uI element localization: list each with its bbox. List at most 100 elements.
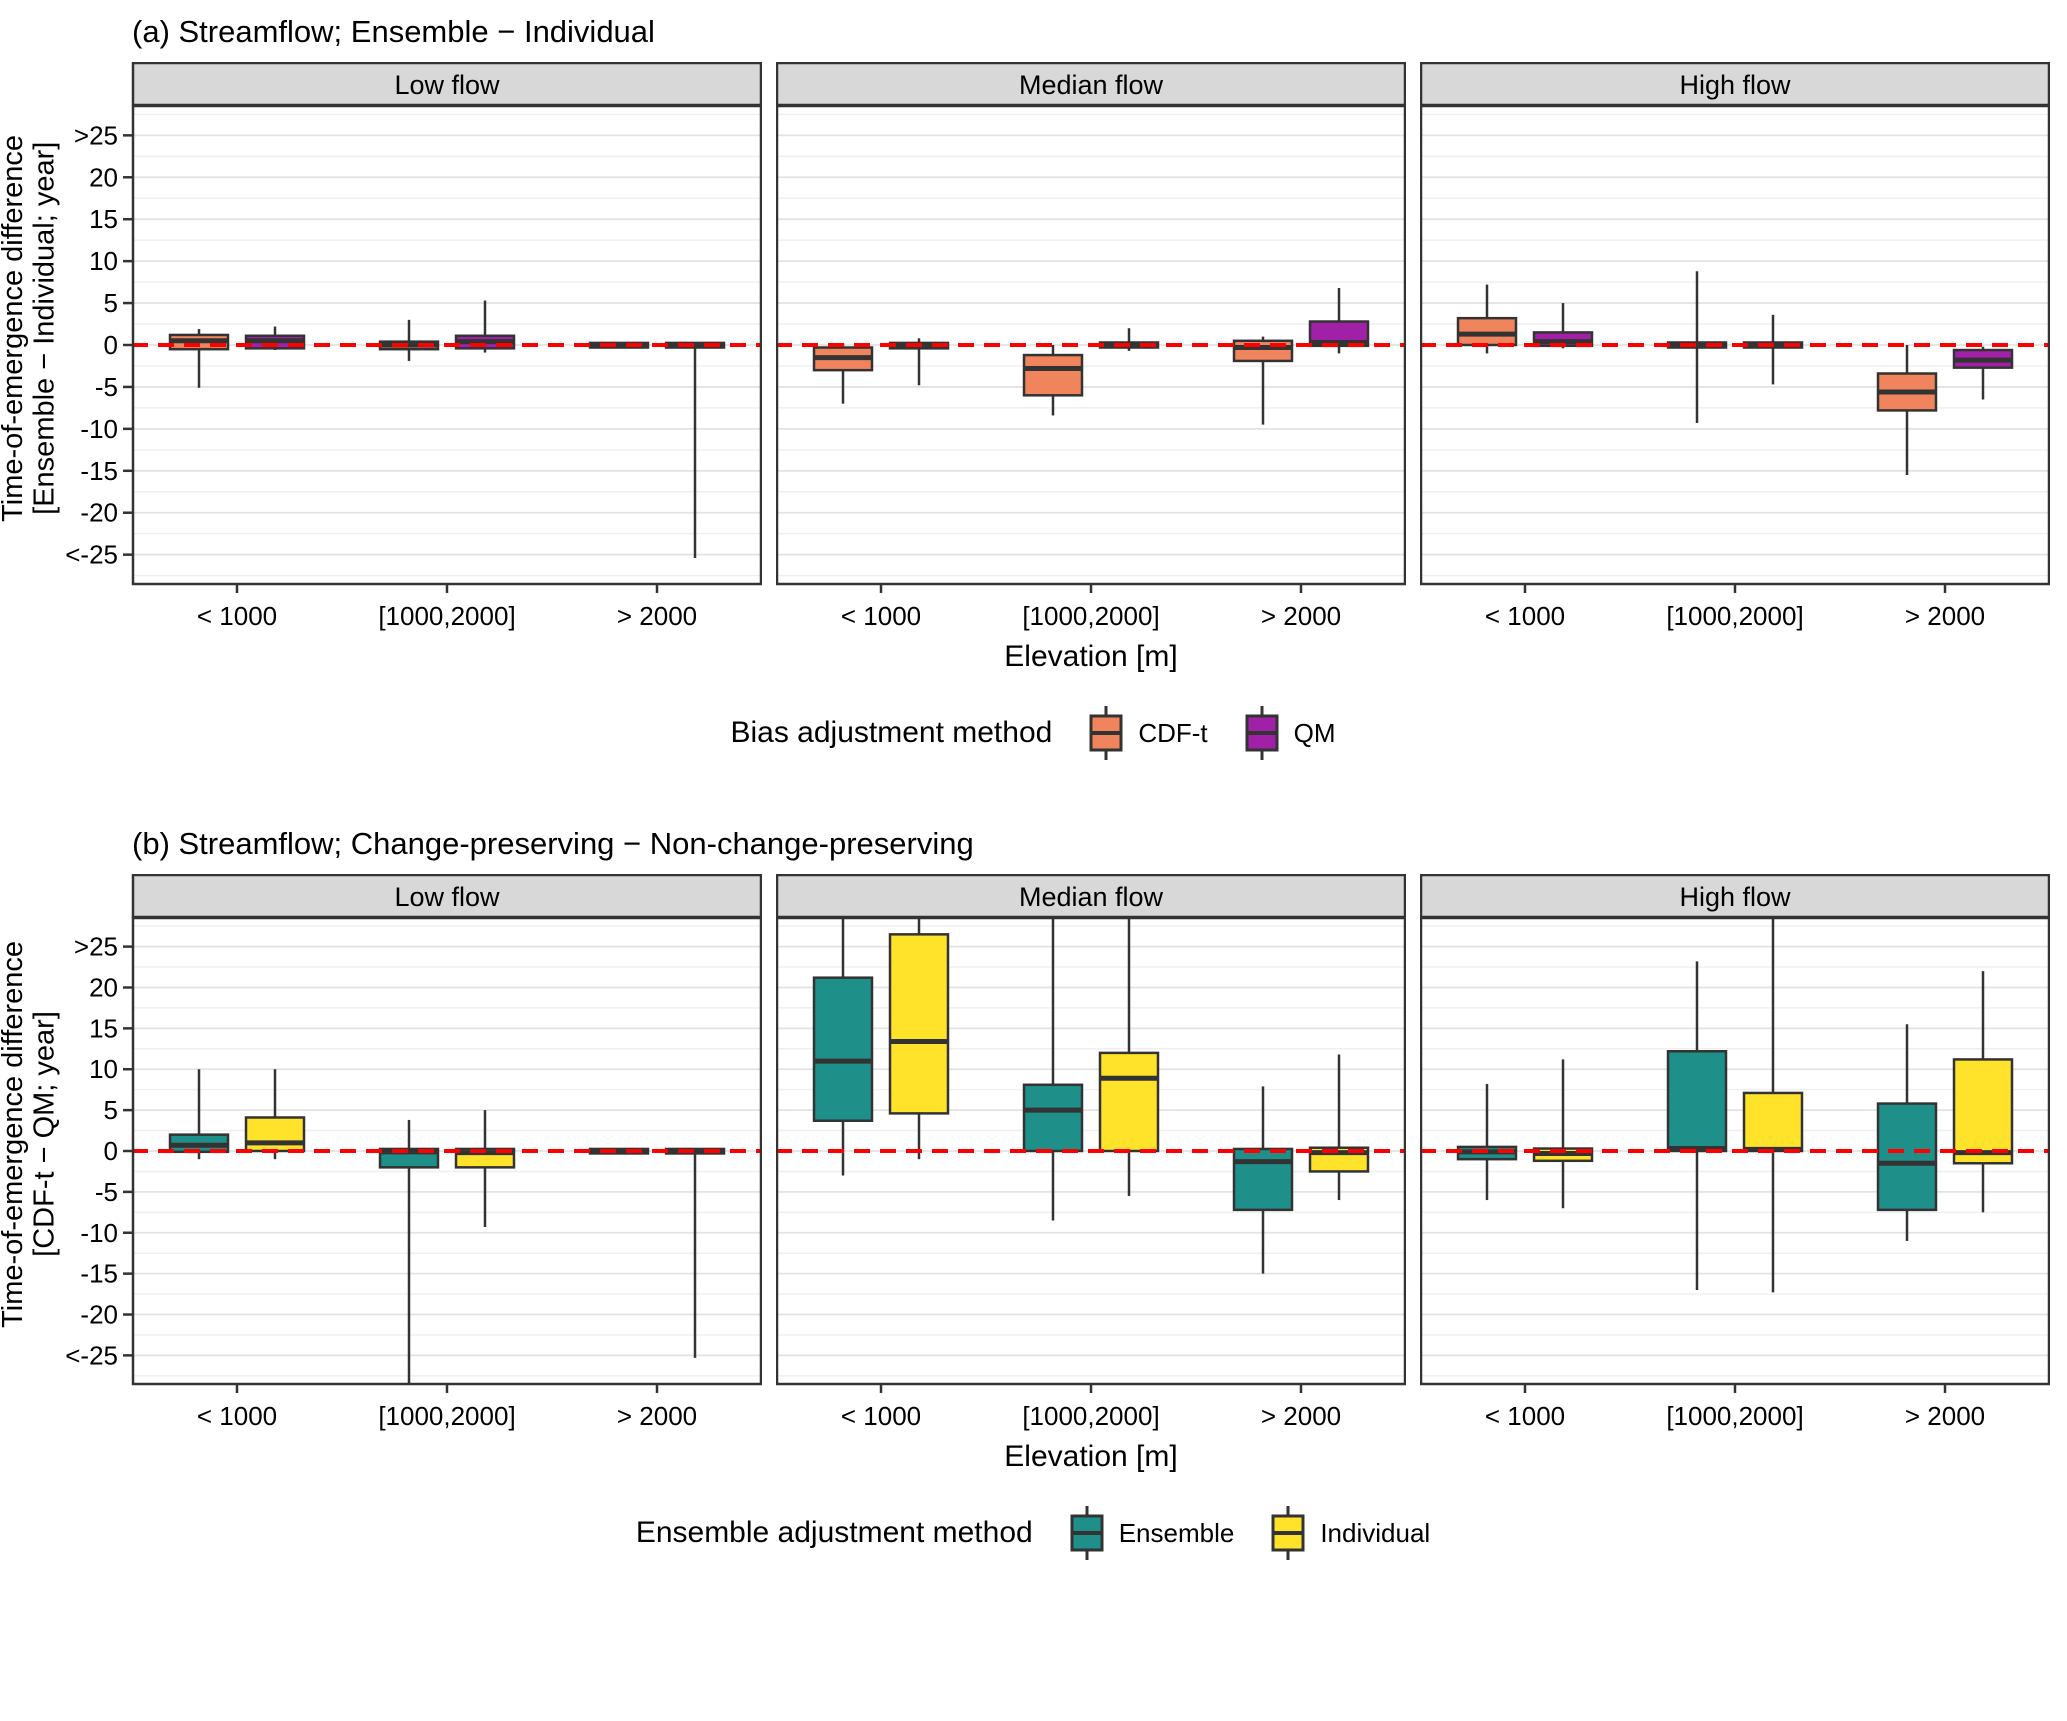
facet-panel-b-0: Low flow < 1000 [1000,2000] > 2000 >25 20 15 10… bbox=[65, 874, 762, 1431]
boxplot-CDF-t-cat2 bbox=[1232, 336, 1294, 425]
boxplots bbox=[1456, 918, 2014, 1293]
figure-a-title: (a) Streamflow; Ensemble − Individual bbox=[132, 14, 655, 49]
y-tick-label: -15 bbox=[80, 456, 118, 486]
legend-item-Individual: Individual bbox=[1268, 1504, 1430, 1562]
facet-strip bbox=[131, 62, 762, 107]
boxplots bbox=[168, 1069, 726, 1384]
figure-page: (a) Streamflow; Ensemble − Individual Ti… bbox=[0, 14, 2067, 1562]
boxplot-Individual-cat0 bbox=[888, 918, 950, 1160]
y-tick-label: 20 bbox=[89, 162, 118, 192]
boxplot-Ensemble-cat1 bbox=[1022, 918, 1084, 1221]
x-tick-label: > 2000 bbox=[1905, 1401, 1985, 1431]
gridlines bbox=[132, 925, 762, 1377]
legend-key-boxplot-icon bbox=[1070, 1506, 1104, 1560]
figure-b-panels: Low flow < 1000 [1000,2000] > 2000 >25 20 15 10… bbox=[58, 874, 2050, 1438]
boxplots bbox=[812, 918, 1370, 1274]
x-tick-label: > 2000 bbox=[617, 1401, 697, 1431]
boxplot-CDF-t-cat0 bbox=[1456, 284, 1518, 354]
boxplot-Individual-cat2 bbox=[1308, 1054, 1370, 1201]
legend-item-CDF-t: CDF-t bbox=[1086, 704, 1208, 762]
facet-panel-a-0: Low flow < 1000 [1000,2000] > 2000 >25 20 15 10… bbox=[65, 62, 762, 631]
x-tick-label: > 2000 bbox=[617, 601, 697, 631]
gridlines bbox=[1420, 113, 2050, 577]
y-axis-label-line1: Time-of-emergence difference bbox=[0, 134, 29, 522]
facet-strip-label: Median flow bbox=[1019, 70, 1164, 100]
y-tick-label: -15 bbox=[80, 1259, 118, 1289]
legend-key-boxplot-icon bbox=[1245, 706, 1279, 760]
legend-label: CDF-t bbox=[1138, 717, 1208, 748]
facet-panel-b-2: High flow < 1000 [1000,2000] > 2000 bbox=[1420, 874, 2050, 1431]
x-tick-label: < 1000 bbox=[841, 1401, 921, 1431]
figure-a-legend: Bias adjustment method CDF-t QM bbox=[74, 704, 1992, 762]
x-tick-label: [1000,2000] bbox=[378, 1401, 515, 1431]
facet-strip bbox=[776, 874, 1406, 919]
facet-strip bbox=[1420, 62, 2050, 107]
facet-strip-label: High flow bbox=[1679, 882, 1791, 912]
y-tick-label: -20 bbox=[80, 1300, 118, 1330]
y-tick-label: 15 bbox=[89, 1013, 118, 1043]
y-axis-label-line2: [Ensemble − Individual; year] bbox=[28, 141, 60, 515]
figure-b-title: (b) Streamflow; Change-preserving − Non-… bbox=[132, 826, 974, 861]
x-tick-label: < 1000 bbox=[1485, 1401, 1565, 1431]
y-tick-label: -10 bbox=[80, 414, 118, 444]
y-tick-label: <-25 bbox=[65, 540, 118, 570]
boxplot-Individual-cat0 bbox=[1532, 1059, 1594, 1209]
x-tick-label: < 1000 bbox=[197, 1401, 277, 1431]
x-tick-label: [1000,2000] bbox=[1022, 1401, 1159, 1431]
facet-strip-label: Low flow bbox=[394, 70, 500, 100]
boxplot-Individual-cat1 bbox=[1098, 918, 1160, 1196]
y-tick-label: 5 bbox=[104, 1095, 118, 1125]
boxplots bbox=[812, 287, 1370, 425]
boxplot-QM-cat0 bbox=[1532, 303, 1594, 349]
figure-b: (b) Streamflow; Change-preserving − Non-… bbox=[0, 826, 2067, 1562]
y-tick-label: >25 bbox=[74, 120, 118, 150]
boxplot-QM-cat2 bbox=[1308, 287, 1370, 354]
figure-a-panels: Low flow < 1000 [1000,2000] > 2000 >25 20 15 10… bbox=[58, 62, 2050, 638]
facet-panel-b-1: Median flow < 1000 [1000,2000] > 2000 bbox=[776, 874, 1406, 1431]
y-tick-label: 0 bbox=[104, 330, 118, 360]
x-tick-label: [1000,2000] bbox=[1022, 601, 1159, 631]
facet-panel-a-2: High flow < 1000 [1000,2000] > 2000 bbox=[1420, 62, 2050, 631]
boxplot-CDF-t-cat0 bbox=[168, 329, 230, 388]
legend-title: Ensemble adjustment method bbox=[635, 1516, 1033, 1549]
y-tick-label: 5 bbox=[104, 288, 118, 318]
y-tick-label: >25 bbox=[74, 932, 118, 962]
x-tick-label: < 1000 bbox=[197, 601, 277, 631]
gridlines bbox=[1420, 925, 2050, 1377]
x-tick-label: > 2000 bbox=[1261, 1401, 1341, 1431]
y-tick-label: -10 bbox=[80, 1218, 118, 1248]
boxplot-Ensemble-cat0 bbox=[812, 918, 874, 1176]
y-tick-label: -5 bbox=[95, 372, 118, 402]
facet-strip-label: Low flow bbox=[394, 882, 500, 912]
boxplot-Individual-cat1 bbox=[454, 1110, 516, 1228]
x-tick-label: [1000,2000] bbox=[1666, 601, 1803, 631]
boxplot-Individual-cat1 bbox=[1742, 918, 1804, 1293]
boxplot-Ensemble-cat1 bbox=[1666, 961, 1728, 1290]
boxplot-QM-cat2 bbox=[1952, 346, 2014, 400]
y-tick-label: 15 bbox=[89, 204, 118, 234]
x-tick-label: < 1000 bbox=[841, 601, 921, 631]
boxplot-QM-cat1 bbox=[1098, 328, 1160, 351]
boxplot-CDF-t-cat2 bbox=[1876, 345, 1938, 475]
figure-a: (a) Streamflow; Ensemble − Individual Ti… bbox=[0, 14, 2067, 762]
boxplot-Ensemble-cat0 bbox=[168, 1069, 230, 1160]
boxplot-Individual-cat0 bbox=[244, 1069, 306, 1160]
x-tick-label: < 1000 bbox=[1485, 601, 1565, 631]
boxplot-CDF-t-cat1 bbox=[1022, 345, 1084, 416]
gridlines bbox=[776, 925, 1406, 1377]
x-tick-label: > 2000 bbox=[1261, 601, 1341, 631]
boxplot-Ensemble-cat0 bbox=[1456, 1083, 1518, 1201]
legend-key-boxplot-icon bbox=[1089, 706, 1123, 760]
legend-title: Bias adjustment method bbox=[730, 716, 1053, 749]
figure-b-y-axis-label: Time-of-emergence difference [CDF-t − QM… bbox=[0, 874, 60, 1438]
boxplot-Ensemble-cat2 bbox=[1232, 1086, 1294, 1274]
boxplot-CDF-t-cat0 bbox=[812, 343, 874, 404]
x-tick-label: [1000,2000] bbox=[378, 601, 515, 631]
y-axis-label-line2: [CDF-t − QM; year] bbox=[28, 1011, 60, 1257]
gridlines bbox=[776, 113, 1406, 577]
figure-a-y-axis-label: Time-of-emergence difference [Ensemble −… bbox=[0, 62, 60, 638]
boxplot-QM-cat1 bbox=[1742, 314, 1804, 385]
figure-a-x-axis-title: Elevation [m] bbox=[1004, 640, 1178, 673]
y-tick-label: 20 bbox=[89, 972, 118, 1002]
y-tick-label: 10 bbox=[89, 1054, 118, 1084]
